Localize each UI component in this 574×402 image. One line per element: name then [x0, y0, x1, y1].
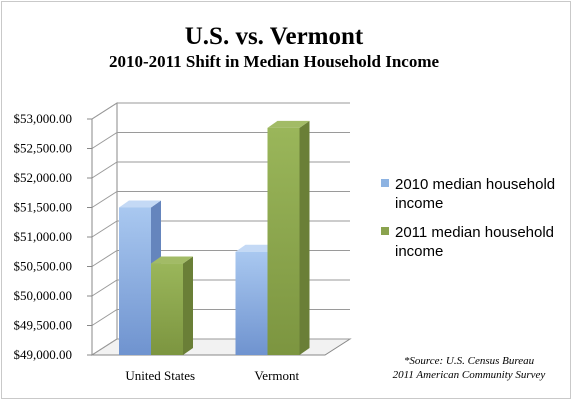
legend-label-2010-line1: 2010 median household [395, 176, 555, 193]
y-tick-label: $52,000.00 [14, 170, 73, 185]
source-note-line1: *Source: U.S. Census Bureau [404, 355, 535, 367]
bar-top [267, 120, 310, 128]
x-category-label: Vermont [254, 368, 299, 383]
legend-swatch-2010 [381, 179, 389, 187]
y-tick-label: $51,500.00 [14, 200, 73, 215]
bar-top [235, 244, 278, 252]
legend-label-2010-line2: income [395, 195, 443, 212]
bar-top [151, 256, 193, 264]
source-note-line2: 2011 American Community Survey [393, 369, 546, 381]
y-tick-label: $51,000.00 [14, 229, 73, 244]
legend-label-2011-line2: income [395, 243, 443, 260]
y-tick-label: $49,000.00 [14, 347, 73, 362]
y-tick-label: $52,500.00 [14, 141, 73, 156]
bar-0-1 [151, 256, 193, 355]
bar-front [235, 251, 268, 355]
x-axis-categories: United States Vermont [125, 368, 299, 383]
chart-subtitle: 2010-2011 Shift in Median Household Inco… [109, 52, 440, 71]
y-tick-label: $50,000.00 [14, 288, 73, 303]
y-tick-label: $53,000.00 [14, 111, 73, 126]
bar-front [267, 127, 300, 355]
bar-front [151, 263, 183, 355]
y-axis-ticks: $49,000.00 $49,500.00 $50,000.00 $50,500.00… [14, 111, 93, 362]
legend: 2010 median household income 2011 median… [381, 176, 555, 260]
legend-label-2011-line1: 2011 median household [395, 224, 554, 241]
y-tick-label: $50,500.00 [14, 259, 73, 274]
bar-top [119, 200, 161, 208]
chart-title: U.S. vs. Vermont [185, 23, 364, 50]
bar-front [119, 207, 151, 355]
x-category-label: United States [125, 368, 195, 383]
y-tick-label: $49,500.00 [14, 318, 73, 333]
bar-side [183, 256, 193, 355]
gridline [91, 102, 350, 120]
bars [119, 120, 310, 355]
bar-side [299, 120, 310, 355]
gridline [91, 161, 350, 179]
bar-1-1 [267, 120, 310, 355]
legend-swatch-2011 [381, 227, 389, 235]
gridline [91, 132, 350, 149]
